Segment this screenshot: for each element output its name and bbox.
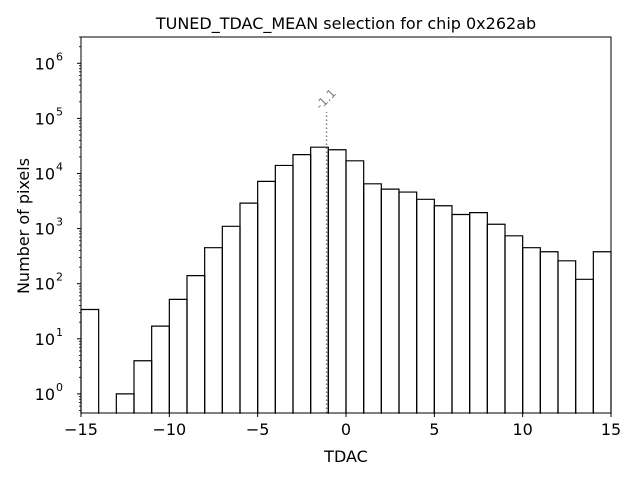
- histogram-bar: [575, 278, 594, 418]
- y-tick-exponent: 0: [56, 381, 63, 394]
- y-tick-label: 10: [35, 164, 55, 183]
- histogram-bar: [257, 180, 276, 418]
- x-tick-label: −15: [64, 420, 98, 439]
- histogram-bar: [504, 235, 524, 418]
- y-tick-exponent: 6: [56, 50, 63, 63]
- y-tick-label: 10: [35, 109, 55, 128]
- histogram-bar: [363, 183, 382, 418]
- histogram-bar: [186, 275, 206, 418]
- x-tick-label: 10: [512, 420, 532, 439]
- histogram-bar: [327, 149, 347, 418]
- histogram-bar: [345, 160, 365, 418]
- histogram-bar: [539, 251, 559, 418]
- y-tick-exponent: 1: [56, 326, 63, 339]
- histogram-bar: [416, 198, 435, 418]
- y-axis-label: Number of pixels: [14, 158, 33, 294]
- y-tick-exponent: 4: [56, 160, 63, 173]
- mean-marker-label: -1.1: [313, 86, 339, 112]
- histogram-bar: [486, 223, 506, 418]
- histogram-bar: [398, 191, 418, 418]
- histogram-bar: [380, 188, 400, 418]
- histogram-bar: [221, 225, 241, 418]
- histogram-bar: [469, 212, 488, 418]
- histogram-bar: [204, 247, 223, 418]
- histogram-bar: [239, 202, 259, 418]
- y-tick-label: 10: [35, 330, 55, 349]
- x-axis-label: TDAC: [323, 447, 368, 466]
- histogram-bar: [274, 164, 294, 418]
- y-tick-exponent: 2: [56, 271, 63, 284]
- chart-title: TUNED_TDAC_MEAN selection for chip 0x262…: [155, 14, 536, 34]
- x-tick-label: −10: [152, 420, 186, 439]
- histogram-bar: [522, 247, 541, 418]
- y-tick-label: 10: [35, 220, 55, 239]
- bottom-mask: [0, 413, 640, 426]
- x-tick-label: 0: [341, 420, 351, 439]
- y-tick-label: 10: [35, 275, 55, 294]
- histogram-bar: [433, 205, 453, 418]
- histogram-bar: [292, 154, 312, 418]
- y-tick-label: 10: [35, 385, 55, 404]
- x-tick-label: 15: [601, 420, 621, 439]
- histogram-bar: [133, 360, 153, 418]
- histogram-bar: [592, 251, 612, 418]
- x-tick-label: −5: [246, 420, 270, 439]
- histogram-bar: [451, 213, 471, 418]
- histogram-bar: [151, 325, 170, 418]
- histogram-bar: [310, 146, 329, 418]
- x-tick-label: 5: [429, 420, 439, 439]
- histogram-bar: [168, 298, 188, 418]
- y-tick-label: 10: [35, 54, 55, 73]
- y-tick-exponent: 3: [56, 216, 63, 229]
- y-tick-exponent: 5: [56, 105, 63, 118]
- histogram-bar: [557, 260, 577, 418]
- histogram-bar: [80, 308, 100, 418]
